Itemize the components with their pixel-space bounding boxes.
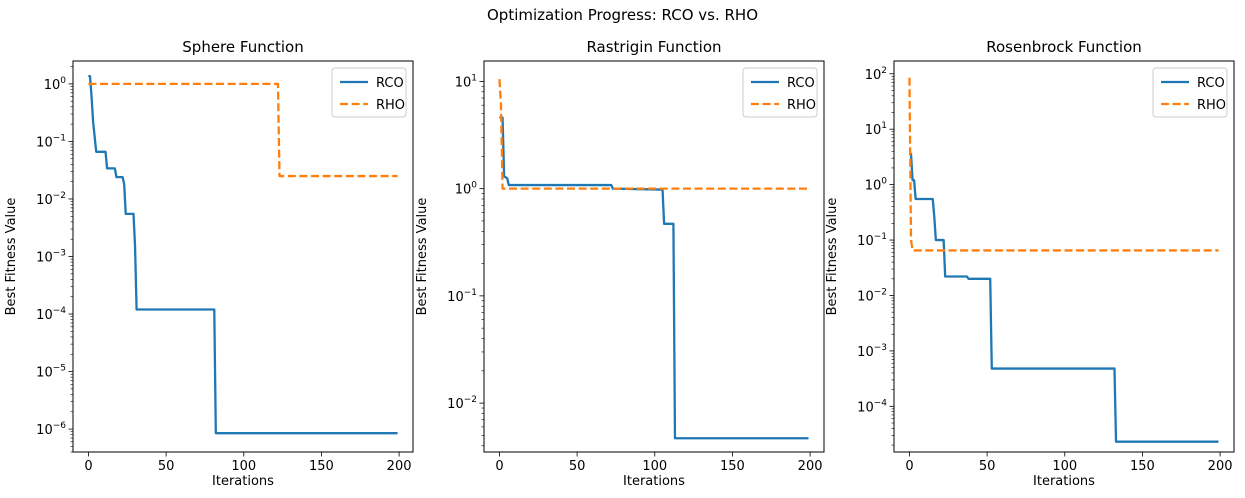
legend-box bbox=[1152, 67, 1228, 118]
axes-frame bbox=[893, 60, 1235, 453]
y-tick-label: 10−2 bbox=[857, 287, 887, 304]
subplot-3: Rosenbrock Function 10−4 10−3 10−2 10−1 100 10… bbox=[825, 38, 1235, 489]
x-axis-label: Iterations bbox=[1033, 474, 1095, 489]
x-axis-label: Iterations bbox=[212, 474, 274, 489]
x-tick-label: 150 bbox=[1130, 459, 1155, 474]
y-axis-label: Best Fitness Value bbox=[415, 198, 430, 316]
legend-box bbox=[331, 67, 407, 118]
y-tick-label: 10−5 bbox=[36, 364, 66, 381]
series-rco-line bbox=[909, 152, 1219, 443]
y-tick-label: 10−1 bbox=[447, 288, 477, 305]
x-tick-label: 200 bbox=[1208, 459, 1233, 474]
figure-title: Optimization Progress: RCO vs. RHO bbox=[486, 6, 759, 24]
y-tick-label: 101 bbox=[455, 73, 477, 90]
subplot-1: Sphere Function 10−6 10−5 10−4 10−3 10−2 10−1 1… bbox=[4, 38, 414, 489]
y-axis-label: Best Fitness Value bbox=[825, 198, 840, 316]
x-tick-label: 100 bbox=[231, 459, 256, 474]
y-tick-label: 101 bbox=[865, 121, 887, 138]
y-tick-label: 10−3 bbox=[857, 343, 887, 360]
series-rco-line bbox=[87, 74, 398, 435]
legend-label: RCO bbox=[376, 76, 404, 91]
axes-frame bbox=[483, 60, 825, 453]
x-tick-label: 200 bbox=[798, 459, 823, 474]
y-tick-label: 10−1 bbox=[36, 133, 66, 150]
x-tick-label: 50 bbox=[979, 459, 996, 474]
subplot-title: Sphere Function bbox=[182, 38, 303, 56]
y-axis-label: Best Fitness Value bbox=[4, 198, 19, 316]
subplot-title: Rastrigin Function bbox=[586, 38, 721, 56]
x-tick-label: 50 bbox=[569, 459, 586, 474]
series-rho-line bbox=[908, 77, 1219, 252]
x-tick-label: 150 bbox=[720, 459, 745, 474]
legend-label: RCO bbox=[1197, 76, 1225, 91]
y-tick-label: 10−4 bbox=[36, 306, 66, 323]
y-tick-label: 10−2 bbox=[36, 191, 66, 208]
y-tick-label: 10−6 bbox=[36, 421, 66, 438]
axes-frame bbox=[72, 60, 414, 453]
series-rco-line bbox=[499, 116, 809, 440]
y-tick-label: 10−2 bbox=[447, 395, 477, 412]
legend-label: RHO bbox=[787, 98, 816, 113]
y-tick-label: 100 bbox=[865, 177, 888, 194]
x-tick-label: 100 bbox=[1052, 459, 1077, 474]
legend: RCO RHO bbox=[1152, 67, 1228, 118]
y-tick-label: 10−4 bbox=[857, 398, 887, 415]
legend-box bbox=[742, 67, 818, 118]
legend-label: RCO bbox=[787, 76, 815, 91]
y-tick-label: 100 bbox=[44, 76, 67, 93]
x-axis-label: Iterations bbox=[623, 474, 685, 489]
subplot-title: Rosenbrock Function bbox=[986, 38, 1142, 56]
series-rho-line bbox=[498, 79, 809, 190]
legend: RCO RHO bbox=[742, 67, 818, 118]
x-tick-label: 0 bbox=[905, 459, 913, 474]
legend-label: RHO bbox=[376, 98, 405, 113]
x-tick-label: 200 bbox=[387, 459, 412, 474]
subplot-2: Rastrigin Function 10−2 10−1 100 101 0 50 100 15… bbox=[415, 38, 825, 489]
x-tick-label: 0 bbox=[495, 459, 503, 474]
x-tick-label: 100 bbox=[642, 459, 667, 474]
x-tick-label: 150 bbox=[309, 459, 334, 474]
y-tick-label: 10−3 bbox=[36, 249, 66, 266]
y-tick-label: 100 bbox=[455, 181, 478, 198]
y-tick-label: 102 bbox=[865, 66, 887, 83]
series-rho-line bbox=[88, 82, 398, 178]
y-tick-label: 10−1 bbox=[857, 232, 887, 249]
legend-label: RHO bbox=[1197, 98, 1226, 113]
x-tick-label: 50 bbox=[158, 459, 175, 474]
x-tick-label: 0 bbox=[84, 459, 92, 474]
legend: RCO RHO bbox=[331, 67, 407, 118]
